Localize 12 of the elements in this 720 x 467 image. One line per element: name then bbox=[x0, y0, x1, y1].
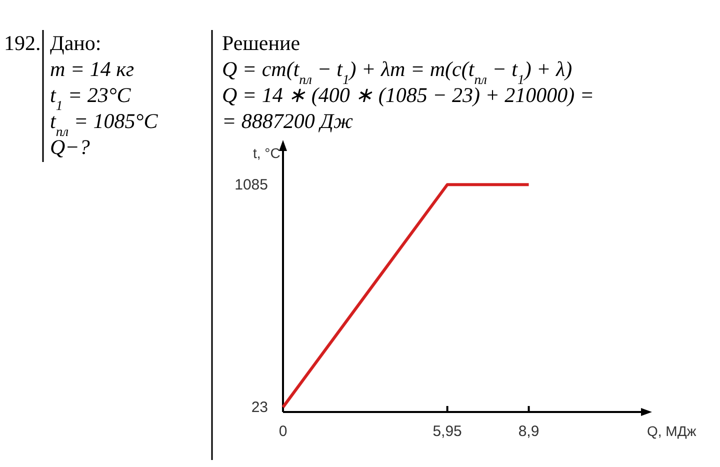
text: Дано: bbox=[50, 31, 102, 55]
y-tick-label: 23 bbox=[251, 399, 268, 416]
text: Решение bbox=[222, 31, 300, 55]
text: 192. bbox=[4, 31, 41, 55]
x-tick-label: 0 bbox=[278, 423, 288, 440]
text: m = 14 кг bbox=[50, 57, 134, 81]
x-tick-label: 8,9 bbox=[518, 423, 540, 440]
y-tick-label: 1085 bbox=[234, 176, 268, 194]
x-tick-label: 5,95 bbox=[432, 423, 462, 440]
y-axis-title: t, °C bbox=[253, 145, 280, 161]
x-axis-title: Q, МДж bbox=[647, 423, 697, 439]
text: = 8887200 Дж bbox=[222, 109, 354, 133]
